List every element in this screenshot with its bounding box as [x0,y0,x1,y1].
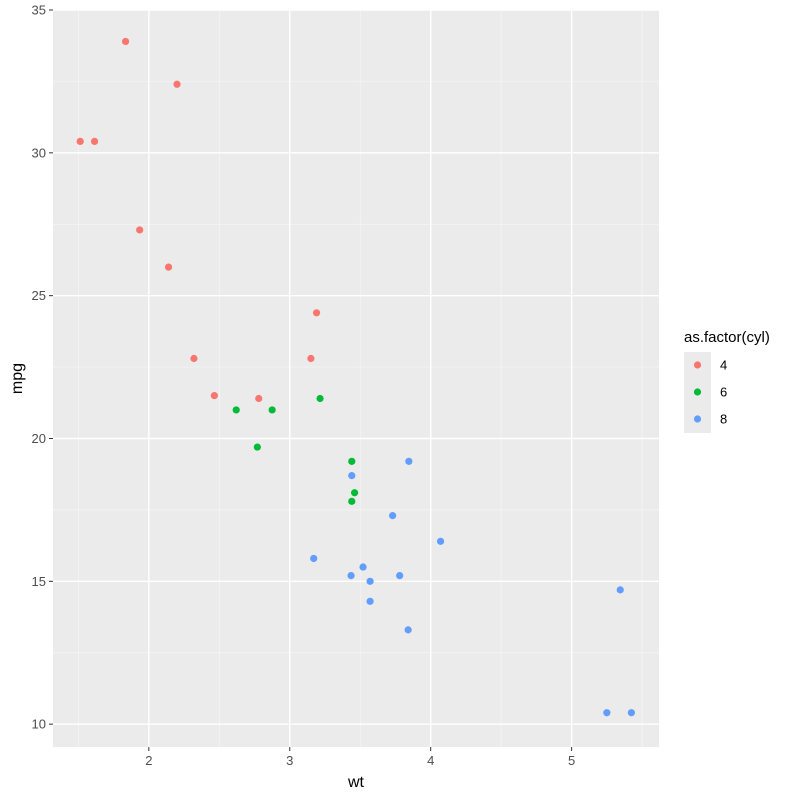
data-point-cyl-8 [627,709,635,717]
data-point-cyl-8 [603,709,611,717]
data-point-cyl-4 [121,37,130,46]
x-axis-title: wt [347,774,365,791]
data-point-cyl-8 [348,472,356,480]
legend-label-6: 6 [720,385,727,400]
major-gridlines [53,9,659,747]
x-tick-label: 5 [568,753,575,768]
data-point-cyl-8 [436,537,445,545]
data-point-cyl-8 [616,586,624,594]
legend-label-8: 8 [720,412,727,427]
data-point-cyl-4 [307,354,315,363]
data-point-cyl-8 [405,457,413,465]
legend-key-4 [693,361,702,369]
data-points [76,37,635,717]
y-tick-labels: 10 15 20 25 30 35 [32,3,46,732]
data-point-cyl-6 [350,489,359,497]
minor-gridlines [53,10,659,747]
legend-title: as.factor(cyl) [684,329,770,346]
x-tick-label: 2 [145,753,152,768]
y-axis-title: mpg [9,363,26,394]
data-point-cyl-6 [268,406,276,414]
data-point-cyl-6 [316,394,324,403]
data-point-cyl-4 [90,137,99,146]
data-point-cyl-4 [190,354,198,363]
data-point-cyl-8 [396,572,404,580]
data-point-cyl-8 [366,597,374,605]
data-point-cyl-6 [232,406,240,414]
data-point-cyl-4 [173,80,181,88]
data-point-cyl-6 [253,443,261,451]
data-point-cyl-6 [348,457,356,465]
data-point-cyl-8 [310,554,318,563]
panel-background [53,10,659,747]
data-point-cyl-8 [347,572,355,580]
data-point-cyl-6 [348,497,356,505]
x-tick-label: 3 [286,753,293,768]
data-point-cyl-4 [164,263,173,271]
data-point-cyl-4 [255,394,263,403]
x-tick-label: 4 [427,753,434,768]
data-point-cyl-8 [359,563,367,571]
y-tick-label: 25 [32,288,46,303]
x-tick-labels: 2 3 4 5 [145,753,575,768]
data-point-cyl-8 [389,512,397,520]
data-point-cyl-4 [210,392,218,400]
legend-key-6 [693,388,702,396]
legend-key-8 [693,415,702,423]
legend: as.factor(cyl) 4 6 8 [684,329,770,433]
legend-items: 4 6 8 [693,358,727,427]
data-point-cyl-4 [136,226,144,234]
data-point-cyl-4 [76,137,84,146]
y-tick-label: 10 [32,717,46,732]
data-point-cyl-4 [312,309,321,317]
axis-ticks [49,9,573,751]
y-tick-label: 20 [32,431,46,446]
y-tick-label: 15 [32,574,46,589]
y-tick-label: 30 [32,145,46,160]
data-point-cyl-8 [366,577,374,585]
data-point-cyl-8 [404,626,412,634]
y-tick-label: 35 [32,3,46,18]
legend-label-4: 4 [720,358,727,373]
